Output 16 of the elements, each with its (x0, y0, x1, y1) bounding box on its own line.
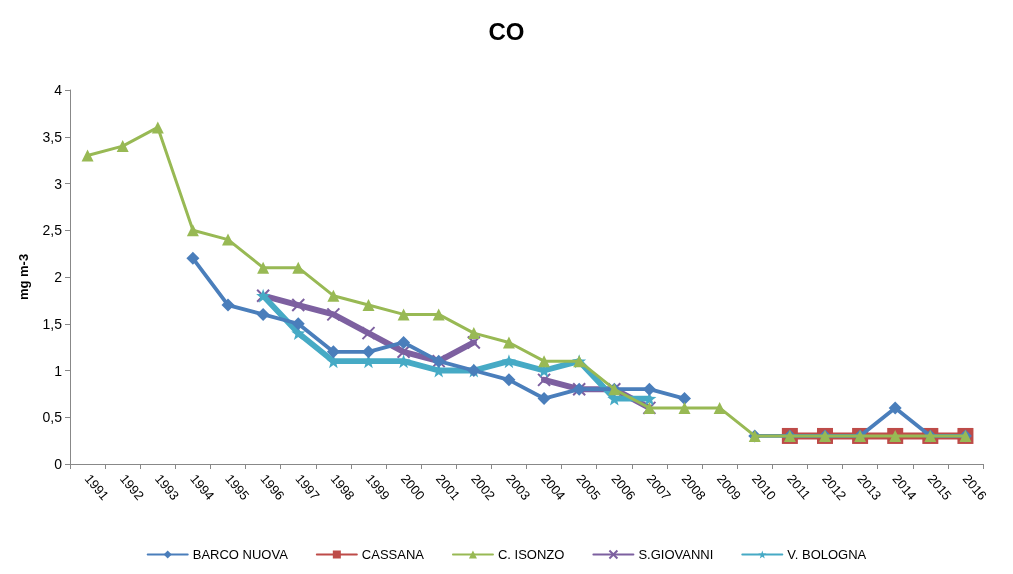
legend-label: CASSANA (361, 547, 425, 562)
y-tick-label: 2,5 (42, 222, 63, 239)
y-tick-label: 3,5 (42, 128, 63, 145)
y-tick-label: 3 (54, 175, 63, 192)
y-tick-label: 0,5 (42, 409, 63, 426)
y-tick-label: 2 (54, 269, 63, 285)
chart-title: CO (488, 17, 525, 45)
legend-label: BARCO NUOVA (192, 547, 289, 562)
y-tick-label: 1,5 (42, 315, 63, 332)
y-axis-title: mg m-3 (16, 253, 31, 301)
y-tick-label: 1 (54, 362, 63, 379)
legend-label: C. ISONZO (497, 547, 565, 562)
y-tick-label: 0 (54, 456, 63, 472)
y-tick-label: 4 (54, 82, 63, 98)
legend-label: V. BOLOGNA (787, 547, 867, 562)
legend-label: S.GIOVANNI (638, 547, 714, 562)
